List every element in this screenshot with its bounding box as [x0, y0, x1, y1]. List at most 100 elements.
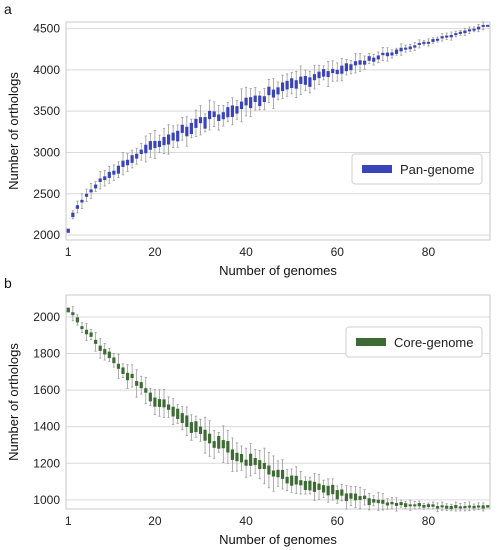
box [135, 153, 139, 159]
box [235, 452, 239, 462]
panel-a-label: a [4, 1, 12, 17]
box [212, 441, 216, 448]
box [180, 124, 184, 133]
box [317, 483, 321, 490]
box [445, 505, 449, 509]
box [94, 339, 98, 344]
box [335, 69, 339, 75]
x-tick-label: 20 [148, 514, 162, 528]
box [208, 433, 212, 444]
box [112, 357, 116, 364]
box [121, 367, 125, 374]
box [230, 105, 235, 117]
box [294, 475, 298, 485]
box [194, 118, 198, 128]
y-tick-label: 4500 [33, 22, 60, 36]
x-tick-label: 20 [148, 245, 162, 259]
box [344, 63, 348, 72]
panel-a-legend-swatch [362, 165, 392, 173]
y-tick-label: 1200 [33, 456, 60, 470]
box [267, 86, 271, 96]
box [80, 326, 84, 330]
y-tick-label: 3500 [33, 104, 60, 118]
box [244, 459, 248, 466]
box [340, 65, 344, 74]
box [217, 435, 221, 449]
panel-a-x-ticks: 1 20 40 60 80 [65, 245, 436, 259]
box [349, 64, 353, 71]
box [467, 29, 472, 32]
panel-b: b 1000 1200 1400 1600 1800 2000 1 20 40 60 80 Num… [4, 275, 491, 547]
box [148, 392, 152, 402]
box [98, 178, 102, 182]
box [148, 141, 152, 150]
box [226, 107, 230, 118]
box [75, 205, 79, 209]
box [481, 24, 485, 27]
box [317, 71, 321, 79]
box [299, 76, 303, 84]
box [413, 45, 417, 48]
panel-a-legend-box [351, 153, 483, 185]
panel-a-y-axis-label: Number of orthologs [6, 72, 21, 190]
box [71, 212, 75, 218]
box [376, 55, 380, 60]
panel-b-legend-box [345, 326, 483, 358]
panel-a-x-axis-label: Number of genomes [219, 263, 337, 278]
box [176, 130, 180, 142]
y-tick-label: 1000 [33, 493, 60, 507]
box [449, 34, 453, 38]
box [477, 26, 481, 30]
box [299, 480, 303, 486]
box [472, 505, 476, 509]
box [326, 485, 330, 496]
box [290, 475, 294, 486]
box [153, 397, 157, 407]
box [363, 60, 367, 65]
x-tick-label: 80 [422, 514, 436, 528]
panel-b-boxes [66, 306, 490, 513]
box [467, 505, 472, 508]
box [463, 30, 467, 34]
box [308, 77, 312, 87]
box [230, 449, 235, 460]
box [130, 155, 134, 163]
panel-b-y-ticks: 1000 1200 1400 1600 1800 2000 [33, 310, 60, 507]
panel-b-frame [65, 294, 491, 510]
box [107, 171, 111, 178]
box [408, 46, 412, 50]
box [162, 136, 166, 146]
panel-b-legend: Core-genome [345, 326, 483, 358]
box [358, 60, 362, 65]
box [394, 502, 399, 506]
y-tick-label: 4000 [33, 63, 60, 77]
box [335, 490, 339, 500]
panel-a-legend-label: Pan-genome [400, 162, 474, 177]
x-tick-label: 60 [331, 514, 345, 528]
box [139, 149, 143, 154]
box [454, 505, 458, 509]
box [445, 35, 449, 38]
box [239, 453, 244, 463]
box [431, 39, 435, 42]
box [221, 440, 225, 449]
box [75, 317, 79, 323]
panel-b-y-axis-label: Number of orthologs [6, 343, 21, 461]
box [221, 112, 225, 120]
panel-a-legend: Pan-genome [351, 153, 483, 185]
box [71, 312, 75, 316]
box [390, 52, 394, 56]
box [458, 506, 462, 509]
box [353, 61, 358, 66]
box [166, 134, 171, 145]
box [253, 457, 257, 465]
box [486, 24, 490, 27]
box [285, 80, 289, 90]
box [372, 57, 376, 62]
y-tick-label: 1600 [33, 383, 60, 397]
panel-b-x-ticks: 1 20 40 60 80 [65, 514, 436, 528]
x-tick-label: 1 [65, 245, 72, 259]
y-tick-label: 1400 [33, 420, 60, 434]
box [94, 184, 98, 189]
box [157, 399, 162, 407]
